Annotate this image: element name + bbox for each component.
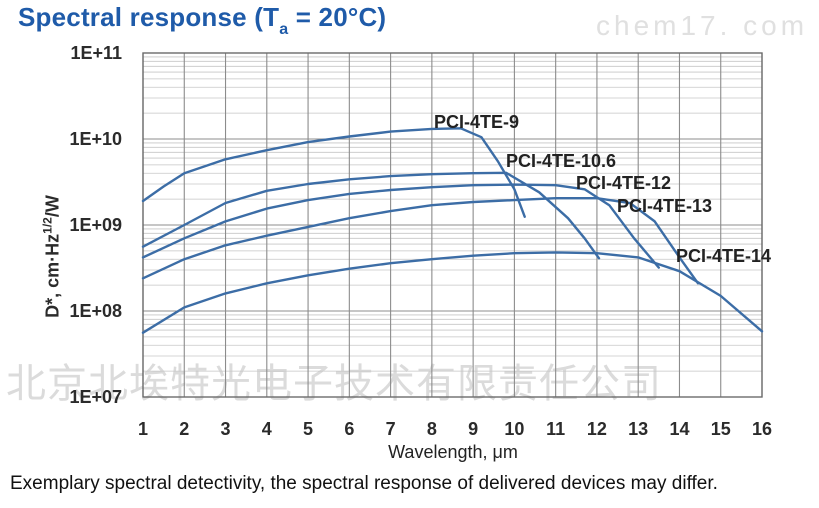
curve-pci-4te-14 xyxy=(141,251,764,334)
chart-title-prefix: Spectral response (T xyxy=(18,2,280,32)
curve-label-pci-4te-9: PCI-4TE-9 xyxy=(434,112,520,132)
y-axis-title-exponent: 1/2 xyxy=(40,217,55,234)
curve-label-pci-4te-13: PCI-4TE-13 xyxy=(617,196,713,216)
y-tick-1E+11: 1E+11 xyxy=(70,43,122,63)
x-tick-15: 15 xyxy=(710,419,731,439)
x-tick-14: 14 xyxy=(669,419,690,439)
y-tick-1E+07: 1E+07 xyxy=(69,387,122,407)
chart-title-subscript: a xyxy=(279,21,289,39)
watermark-chem17: chem17. com xyxy=(596,10,809,41)
x-tick-4: 4 xyxy=(261,419,272,439)
curve-pci-4te-13 xyxy=(141,196,700,285)
figure-caption: Exemplary spectral detectivity, the spec… xyxy=(10,473,718,494)
x-tick-11: 11 xyxy=(546,419,566,439)
x-tick-9: 9 xyxy=(468,419,479,439)
chart-title-suffix: = 20°C) xyxy=(288,2,387,32)
x-tick-8: 8 xyxy=(426,419,437,439)
chart-title: Spectral response (Ta = 20°C) xyxy=(18,2,387,39)
x-tick-16: 16 xyxy=(751,419,773,439)
y-axis-title: D*, cm·Hz1/2/W xyxy=(41,177,64,337)
x-tick-6: 6 xyxy=(344,419,355,439)
x-tick-7: 7 xyxy=(385,419,396,439)
curve-label-pci-4te-12: PCI-4TE-12 xyxy=(576,173,672,193)
x-tick-2: 2 xyxy=(179,419,190,439)
x-tick-3: 3 xyxy=(220,419,231,439)
y-axis-title-text: D*, cm·Hz xyxy=(42,233,63,318)
x-tick-10: 10 xyxy=(504,419,525,439)
y-axis-title-unit: /W xyxy=(42,195,63,218)
watermark-company-name: 北京北埃特光电子技术有限责任公司 xyxy=(6,362,662,406)
x-tick-5: 5 xyxy=(303,419,314,439)
curve-label-pci-4te-10-6: PCI-4TE-10.6 xyxy=(506,151,617,171)
x-tick-1: 1 xyxy=(137,419,148,439)
curve-pci-4te-9 xyxy=(141,127,526,218)
y-tick-1E+10: 1E+10 xyxy=(69,129,122,149)
curve-pci-4te-10.6 xyxy=(141,171,601,260)
curve-label-pci-4te-14: PCI-4TE-14 xyxy=(676,246,772,266)
plot-border xyxy=(142,52,763,398)
y-tick-1E+08: 1E+08 xyxy=(69,301,122,321)
y-tick-1E+09: 1E+09 xyxy=(69,215,122,235)
x-tick-13: 13 xyxy=(628,419,649,439)
x-axis-title: Wavelength, μm xyxy=(388,442,518,462)
x-tick-12: 12 xyxy=(586,419,607,439)
